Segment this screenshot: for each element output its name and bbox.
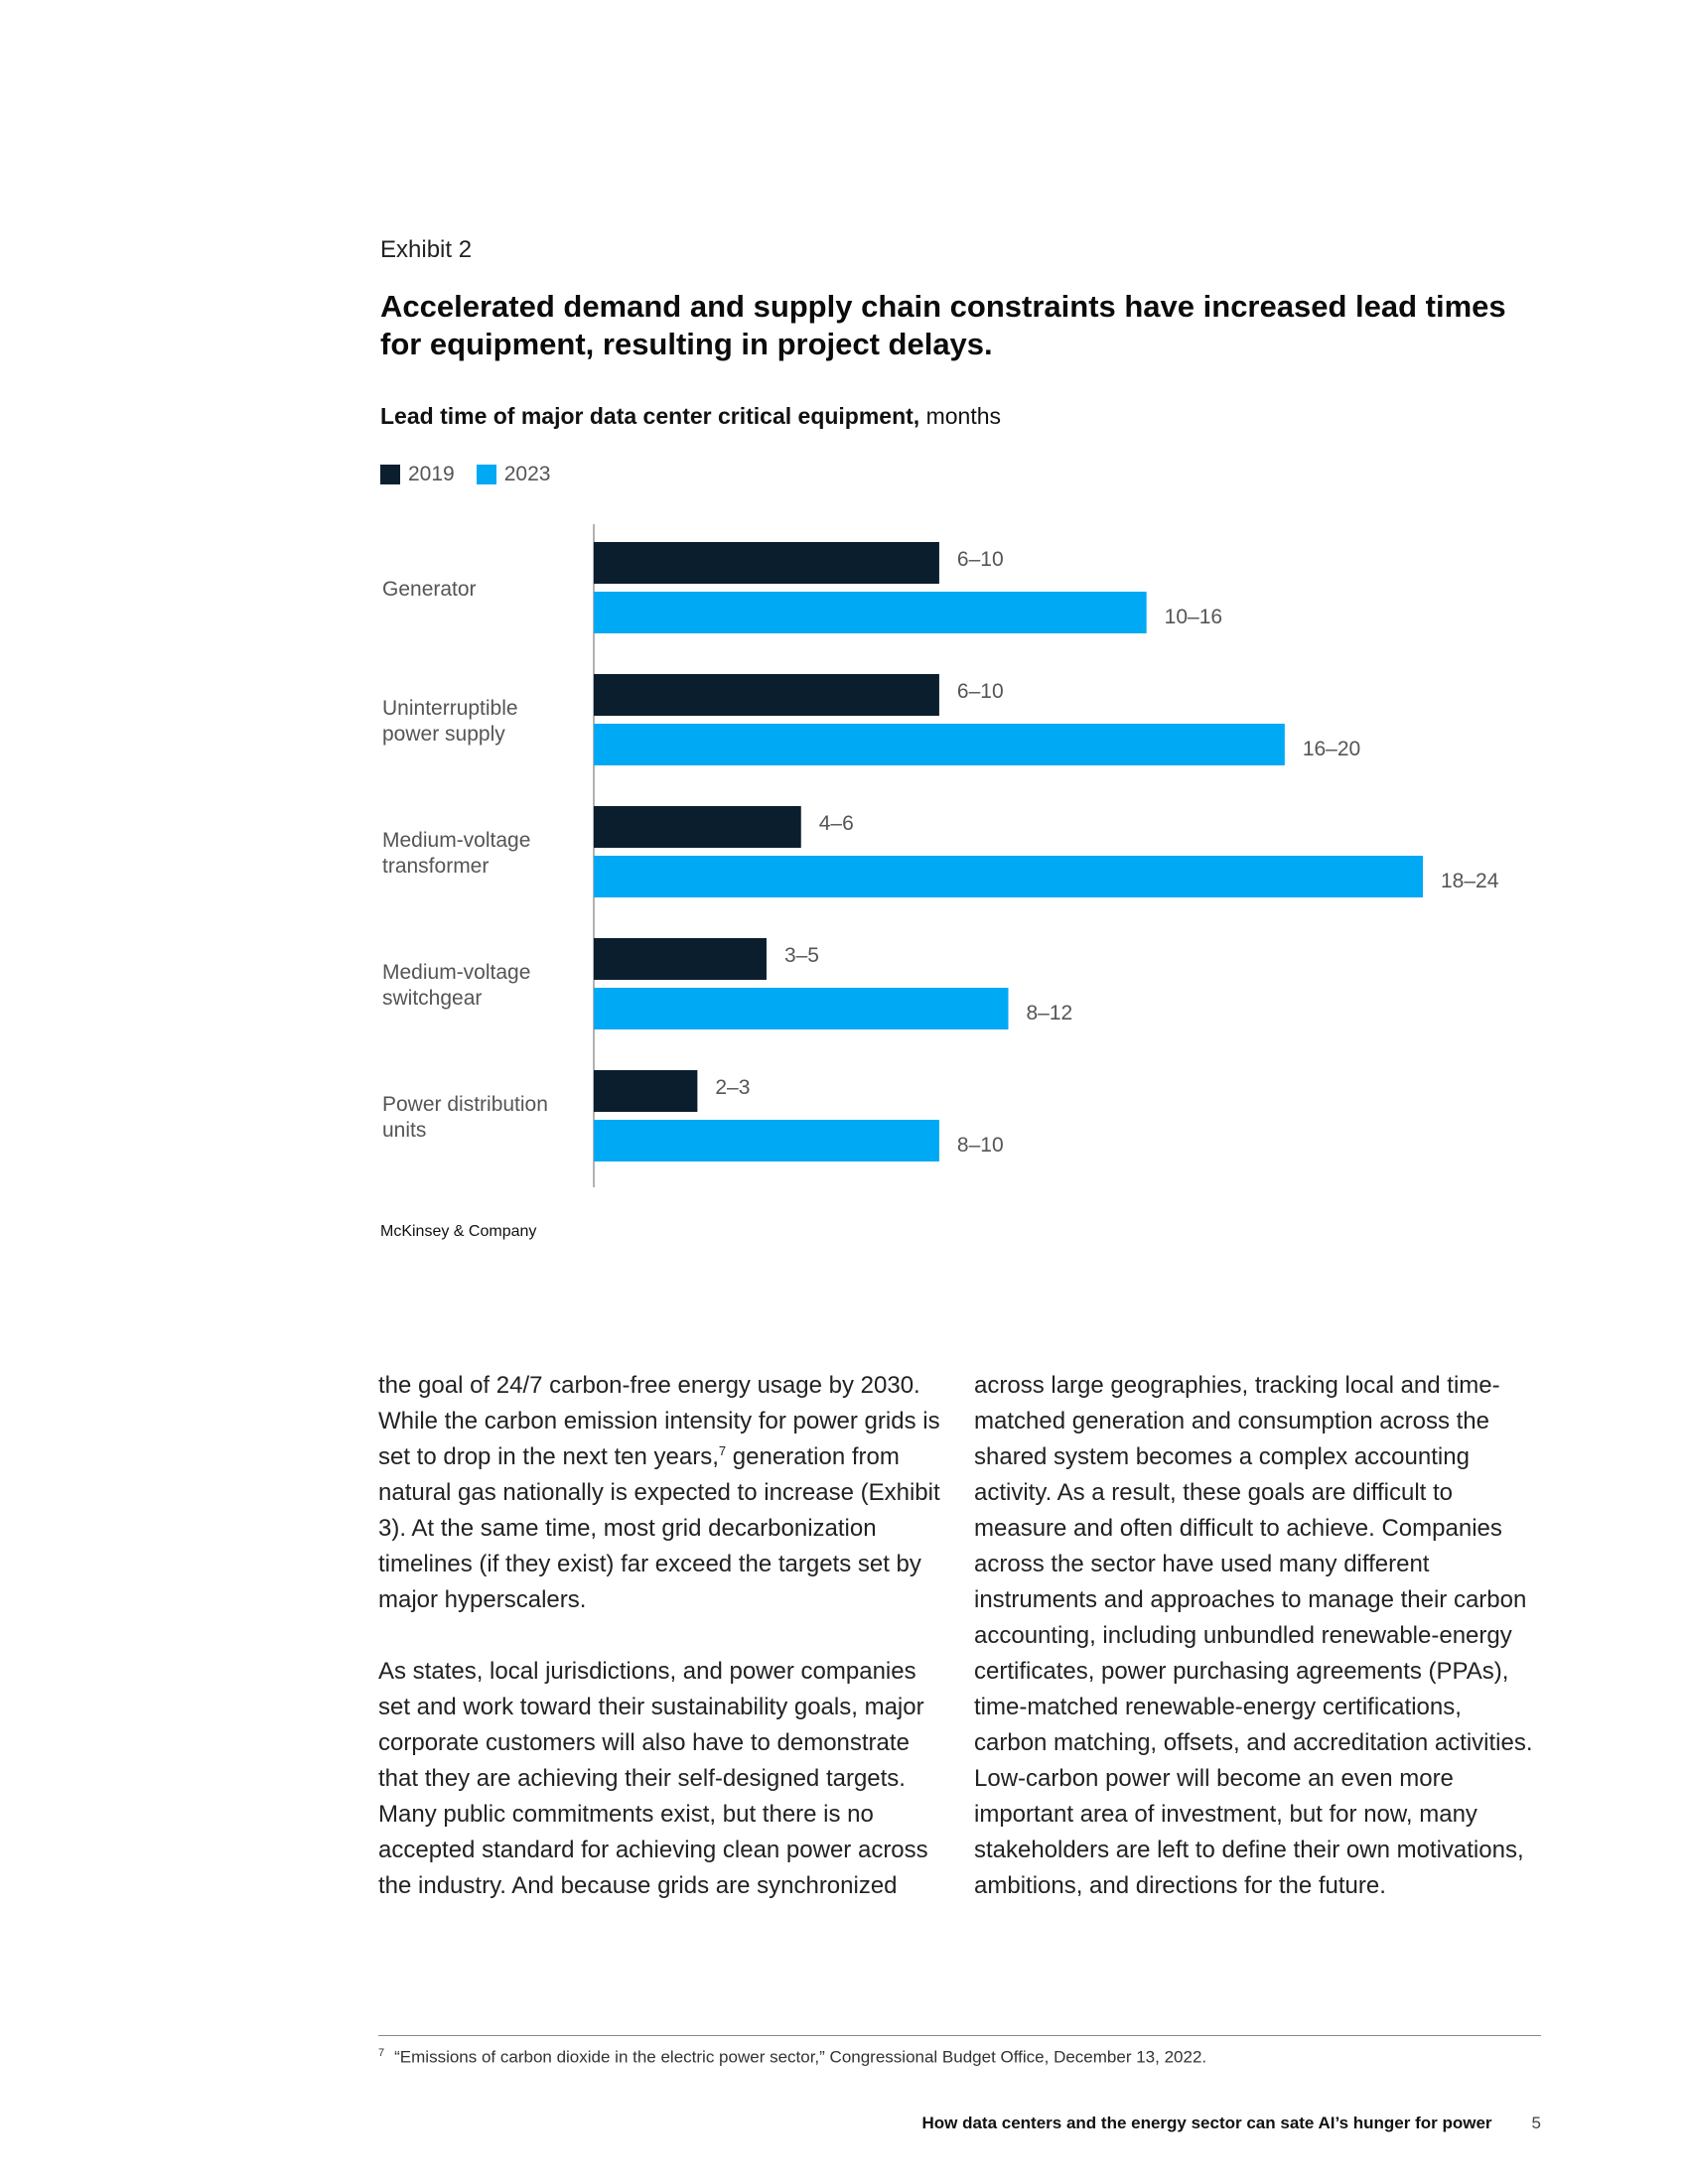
- body-columns: the goal of 24/7 carbon-free energy usag…: [378, 1368, 1540, 1940]
- data-label: 10–16: [1165, 606, 1222, 628]
- footnote-divider: [378, 2035, 1541, 2036]
- bar-2023: [594, 988, 1009, 1029]
- body-text: the goal of 24/7 carbon-free energy usag…: [378, 1372, 940, 1470]
- data-label: 18–24: [1441, 870, 1499, 892]
- chart-source: McKinsey & Company: [380, 1223, 537, 1240]
- bar-2023: [594, 1120, 939, 1161]
- body-column-right: across large geographies, tracking local…: [974, 1368, 1540, 1940]
- data-label: 3–5: [784, 944, 819, 967]
- body-paragraph: the goal of 24/7 carbon-free energy usag…: [378, 1368, 944, 1618]
- bar-2019: [594, 938, 767, 980]
- body-paragraph: across large geographies, tracking local…: [974, 1372, 1533, 1899]
- legend-swatch-2023: [476, 465, 496, 484]
- category-label: Generator: [382, 578, 477, 601]
- bar-2019: [594, 674, 939, 716]
- body-paragraph: As states, local jurisdictions, and powe…: [378, 1658, 928, 1899]
- chart-subtitle-unit: months: [925, 403, 1002, 429]
- bar-2023: [594, 592, 1147, 633]
- data-label: 16–20: [1303, 738, 1360, 760]
- chart-subtitle-bold: Lead time of major data center critical …: [380, 403, 920, 429]
- category-label: Power distribution units: [382, 1093, 548, 1142]
- bar-chart-svg: Generator 6–10 10–16 Uninterruptible power s…: [382, 524, 1499, 1187]
- bar-2019: [594, 542, 939, 584]
- legend-swatch-2019: [380, 465, 400, 484]
- bar-2023: [594, 856, 1423, 897]
- footnote: 7 “Emissions of carbon dioxide in the ele…: [378, 2047, 1206, 2068]
- category-label: Medium-voltage switchgear: [382, 961, 530, 1010]
- body-text: generation from natural gas nationally i…: [378, 1443, 940, 1613]
- exhibit-title: Accelerated demand and supply chain cons…: [380, 289, 1506, 361]
- running-footer: How data centers and the energy sector c…: [921, 2114, 1541, 2133]
- data-label: 6–10: [957, 680, 1004, 703]
- footnote-ref: 7: [718, 1443, 727, 1458]
- data-label: 8–12: [1027, 1002, 1073, 1024]
- chart-subtitle: Lead time of major data center critical …: [380, 403, 1001, 430]
- category-label: Medium-voltage transformer: [382, 829, 530, 878]
- data-label: 6–10: [957, 548, 1004, 571]
- exhibit-label: Exhibit 2: [380, 236, 473, 263]
- chart-legend: 2019 2023: [380, 463, 572, 486]
- bar-chart: Generator 6–10 10–16 Uninterruptible power s…: [380, 524, 1572, 1187]
- running-title: How data centers and the energy sector c…: [921, 2114, 1492, 2132]
- footnote-number: 7: [378, 2047, 385, 2059]
- bar-2019: [594, 806, 801, 848]
- page-number: 5: [1531, 2114, 1541, 2132]
- footnote-text: “Emissions of carbon dioxide in the elec…: [394, 2047, 1207, 2067]
- data-label: 2–3: [715, 1076, 750, 1099]
- data-label: 8–10: [957, 1134, 1004, 1157]
- legend-label-2023: 2023: [503, 463, 551, 485]
- body-column-left: the goal of 24/7 carbon-free energy usag…: [378, 1368, 944, 1940]
- category-label: Uninterruptible power supply: [382, 697, 518, 746]
- legend-item-2023: 2023: [476, 463, 551, 486]
- legend-item-2019: 2019: [380, 463, 455, 486]
- bar-2023: [594, 724, 1285, 765]
- legend-label-2019: 2019: [408, 463, 455, 485]
- data-label: 4–6: [819, 812, 854, 835]
- bar-2019: [594, 1070, 698, 1112]
